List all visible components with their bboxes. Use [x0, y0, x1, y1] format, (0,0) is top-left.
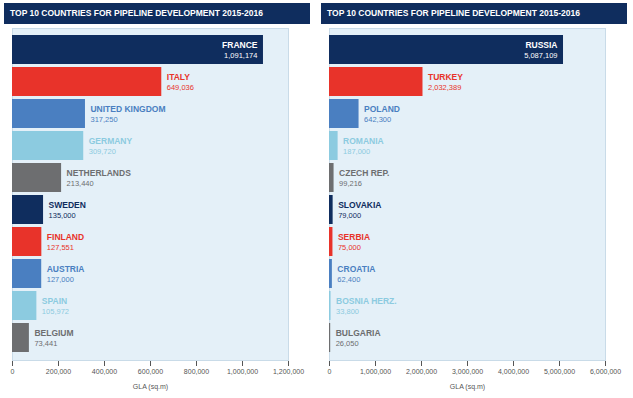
svg-text:TURKEY: TURKEY [428, 72, 463, 82]
svg-text:SPAIN: SPAIN [42, 296, 67, 306]
svg-text:642,300: 642,300 [364, 115, 391, 124]
svg-text:RUSSIA: RUSSIA [525, 40, 557, 50]
svg-text:SLOVAKIA: SLOVAKIA [338, 200, 381, 210]
svg-text:600,000: 600,000 [138, 368, 163, 375]
svg-text:1,091,174: 1,091,174 [224, 51, 257, 60]
svg-text:4,000,000: 4,000,000 [498, 368, 529, 375]
svg-text:SWEDEN: SWEDEN [49, 200, 86, 210]
svg-text:33,800: 33,800 [336, 307, 359, 316]
svg-text:NETHERLANDS: NETHERLANDS [67, 168, 132, 178]
svg-text:213,440: 213,440 [67, 179, 94, 188]
svg-text:800,000: 800,000 [184, 368, 209, 375]
svg-text:AUSTRIA: AUSTRIA [47, 264, 85, 274]
svg-text:GLA (sq.m): GLA (sq.m) [450, 383, 485, 391]
svg-text:0: 0 [11, 368, 15, 375]
svg-text:1,000,000: 1,000,000 [360, 368, 391, 375]
svg-text:6,000,000: 6,000,000 [590, 368, 621, 375]
svg-text:FRANCE: FRANCE [222, 40, 258, 50]
svg-text:0: 0 [328, 368, 332, 375]
svg-text:ROMANIA: ROMANIA [343, 136, 384, 146]
svg-text:BELGIUM: BELGIUM [34, 328, 73, 338]
svg-text:GERMANY: GERMANY [89, 136, 133, 146]
svg-text:105,972: 105,972 [42, 307, 69, 316]
svg-text:5,000,000: 5,000,000 [544, 368, 575, 375]
svg-text:187,000: 187,000 [343, 147, 370, 156]
svg-text:2,000,000: 2,000,000 [406, 368, 437, 375]
svg-text:200,000: 200,000 [46, 368, 71, 375]
svg-text:1,000,000: 1,000,000 [227, 368, 258, 375]
svg-text:317,250: 317,250 [90, 115, 117, 124]
svg-text:BULGARIA: BULGARIA [336, 328, 381, 338]
svg-text:FINLAND: FINLAND [47, 232, 84, 242]
svg-text:127,000: 127,000 [47, 275, 74, 284]
svg-text:649,036: 649,036 [167, 83, 194, 92]
svg-text:CROATIA: CROATIA [337, 264, 375, 274]
svg-text:ITALY: ITALY [167, 72, 190, 82]
svg-text:26,050: 26,050 [336, 339, 359, 348]
svg-text:BOSNIA HERZ.: BOSNIA HERZ. [336, 296, 397, 306]
svg-text:2,032,389: 2,032,389 [428, 83, 461, 92]
svg-text:400,000: 400,000 [92, 368, 117, 375]
svg-text:79,000: 79,000 [338, 211, 361, 220]
svg-text:127,551: 127,551 [47, 243, 74, 252]
svg-text:CZECH REP.: CZECH REP. [339, 168, 389, 178]
svg-text:1,200,000: 1,200,000 [273, 368, 304, 375]
svg-text:62,400: 62,400 [337, 275, 360, 284]
svg-text:GLA (sq.m): GLA (sq.m) [133, 383, 168, 391]
svg-text:309,720: 309,720 [89, 147, 116, 156]
svg-text:99,216: 99,216 [339, 179, 362, 188]
html-text:TOP 10 COUNTRIES FOR PIPELINE: TOP 10 COUNTRIES FOR PIPELINE DEVELOPMEN… [10, 8, 263, 18]
svg-text:SERBIA: SERBIA [338, 232, 370, 242]
html-text:TOP 10 COUNTRIES FOR PIPELINE: TOP 10 COUNTRIES FOR PIPELINE DEVELOPMEN… [327, 8, 580, 18]
svg-text:3,000,000: 3,000,000 [452, 368, 483, 375]
svg-text:75,000: 75,000 [338, 243, 361, 252]
svg-text:UNITED KINGDOM: UNITED KINGDOM [90, 104, 165, 114]
svg-text:135,000: 135,000 [49, 211, 76, 220]
svg-text:73,441: 73,441 [34, 339, 57, 348]
svg-text:5,087,109: 5,087,109 [524, 51, 557, 60]
svg-text:POLAND: POLAND [364, 104, 400, 114]
